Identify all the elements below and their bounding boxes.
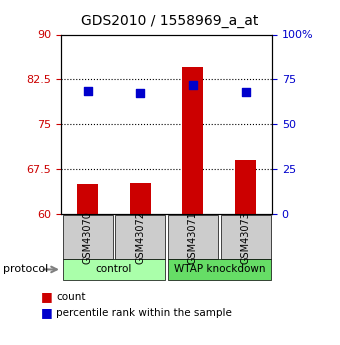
Text: ■: ■ — [41, 290, 53, 304]
Bar — [77, 184, 98, 214]
Text: count: count — [56, 292, 86, 302]
Text: GSM43071: GSM43071 — [188, 211, 198, 264]
Point — [243, 89, 249, 95]
Text: GSM43070: GSM43070 — [83, 211, 92, 264]
Bar — [235, 160, 256, 214]
Text: percentile rank within the sample: percentile rank within the sample — [56, 308, 232, 317]
Text: GSM43073: GSM43073 — [241, 211, 251, 264]
Text: GDS2010 / 1558969_a_at: GDS2010 / 1558969_a_at — [81, 14, 259, 28]
Point — [190, 82, 196, 88]
Text: WTAP knockdown: WTAP knockdown — [173, 265, 265, 274]
Bar — [183, 67, 204, 214]
Text: protocol: protocol — [3, 265, 49, 274]
Point — [137, 90, 143, 96]
Text: control: control — [96, 265, 132, 274]
Point — [85, 89, 90, 94]
Text: ■: ■ — [41, 306, 53, 319]
Text: GSM43072: GSM43072 — [135, 211, 145, 264]
Bar — [130, 183, 151, 214]
